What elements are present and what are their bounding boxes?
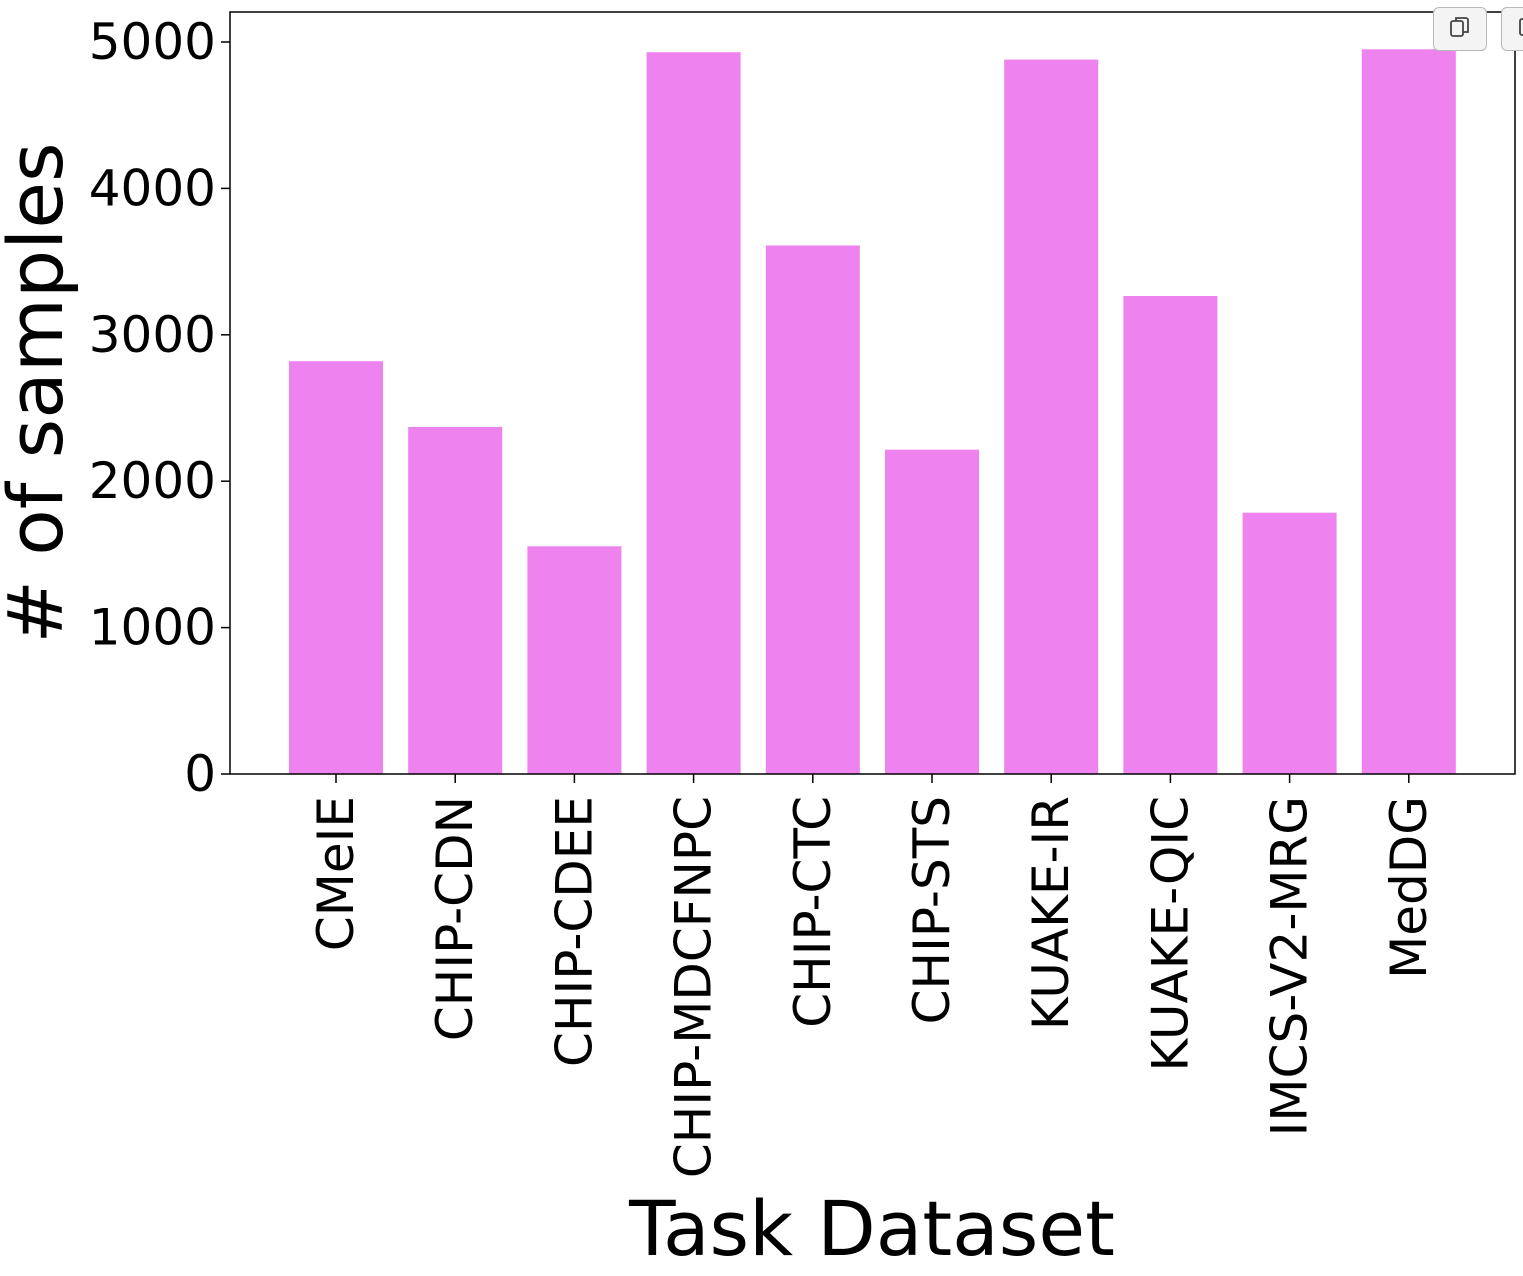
x-tick-label: IMCS-V2-MRG — [1261, 796, 1319, 1136]
y-tick-label: 2000 — [89, 452, 216, 510]
y-tick-label: 5000 — [89, 13, 216, 71]
expand-icon — [1517, 16, 1523, 42]
expand-button[interactable] — [1501, 7, 1523, 51]
bar-chip-cdn — [408, 427, 503, 774]
y-tick-label: 4000 — [89, 159, 216, 217]
y-axis: 0 1000 2000 3000 4000 5000 — [89, 13, 230, 803]
bar-cmeie — [289, 361, 383, 774]
x-tick-label: CHIP-CDN — [426, 796, 484, 1041]
bar-chip-mdcfnpc — [646, 52, 741, 774]
y-tick-label: 3000 — [89, 306, 216, 364]
bar-kuake-ir — [1004, 59, 1099, 775]
x-tick-label: CHIP-STS — [903, 796, 961, 1024]
bar-chip-ctc — [765, 245, 860, 774]
x-tick-label: CHIP-CDEE — [545, 796, 603, 1067]
bar-kuake-qic — [1123, 296, 1218, 774]
bar-chip-cdee — [527, 546, 622, 774]
x-axis-label: Task Dataset — [628, 1184, 1115, 1273]
copy-icon — [1449, 15, 1471, 43]
bars-group — [289, 49, 1456, 775]
y-axis-label: # of samples — [0, 142, 80, 643]
bar-imcs-v2-mrg — [1242, 512, 1337, 774]
copy-button[interactable] — [1433, 7, 1487, 51]
bar-chip-sts — [885, 449, 979, 774]
plot-frame — [229, 11, 1516, 775]
x-tick-label: CHIP-CTC — [784, 796, 842, 1028]
x-tick-label: KUAKE-IR — [1022, 796, 1080, 1030]
toolbar — [1433, 7, 1523, 51]
bar-meddg — [1361, 49, 1456, 775]
x-tick-label: CMeIE — [307, 796, 365, 951]
x-tick-label: CHIP-MDCFNPC — [665, 796, 723, 1178]
x-axis: CMeIE CHIP-CDN CHIP-CDEE CHIP-MDCFNPC CHIP-C… — [307, 774, 1438, 1178]
y-tick-label: 0 — [184, 745, 216, 803]
y-tick-label: 1000 — [89, 599, 216, 657]
x-tick-label: MedDG — [1380, 796, 1438, 979]
x-tick-label: KUAKE-QIC — [1141, 796, 1199, 1072]
